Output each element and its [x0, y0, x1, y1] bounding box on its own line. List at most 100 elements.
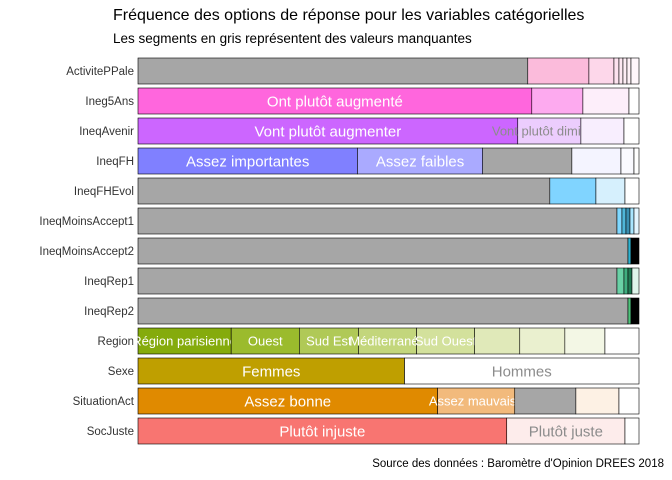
chart-title: Fréquence des options de réponse pour le…	[113, 7, 585, 24]
bar-segment	[626, 57, 632, 85]
bar-segment	[616, 267, 625, 295]
bar-segment	[517, 117, 582, 145]
bar-segment	[137, 387, 438, 415]
bar-sexe: Femmes Hommes	[137, 357, 640, 385]
bar-segment	[625, 207, 631, 235]
bar-segment	[358, 327, 417, 355]
bar-segment-missing	[137, 237, 629, 265]
bar-segment	[622, 57, 628, 85]
bar-segment	[604, 327, 640, 355]
bar-segment	[416, 327, 475, 355]
bar-ineqmoinsaccept2	[137, 237, 640, 265]
y-tick-label: Ineg5Ans	[85, 96, 134, 108]
bar-segment	[633, 147, 640, 175]
chart-caption: Source des données : Baromètre d'Opinion…	[372, 458, 664, 470]
bar-segment	[531, 87, 584, 115]
y-tick-label: IneqFH	[96, 156, 134, 168]
bar-ineqrep2	[137, 297, 640, 325]
bar-segment	[474, 327, 521, 355]
segment-label: Assez bonne	[244, 393, 331, 410]
bar-activiteppale	[137, 57, 640, 85]
bar-segment	[519, 327, 566, 355]
bar-ineqfh: Assez importantes Assez faibles	[137, 147, 640, 175]
segment-label: Plutôt injuste	[279, 423, 365, 440]
bar-segment	[621, 207, 627, 235]
bar-segment	[580, 117, 625, 145]
bar-segment	[137, 357, 405, 385]
bar-segment	[137, 87, 533, 115]
bar-segment	[629, 207, 635, 235]
bar-segment-missing	[137, 177, 551, 205]
bar-segment	[571, 147, 622, 175]
bar-segment	[506, 417, 626, 445]
bar-segment	[620, 147, 635, 175]
bar-segment-missing	[137, 297, 629, 325]
y-tick-label: Sexe	[108, 366, 134, 378]
bar-segment	[630, 57, 640, 85]
bar-segment	[588, 57, 615, 85]
bar-segment	[575, 387, 620, 415]
segment-label: Assez mauvaise	[429, 394, 524, 409]
bar-segment	[549, 177, 597, 205]
bar-segment	[623, 117, 640, 145]
chart-subtitle: Les segments en gris représentent des va…	[113, 31, 472, 46]
y-tick-label: Region	[98, 336, 134, 348]
bar-segment-missing	[137, 267, 618, 295]
segment-label: Sud Est	[306, 334, 352, 349]
y-tick-label: IneqRep2	[84, 306, 134, 318]
bar-segment	[527, 57, 590, 85]
segment-label: Ont plutôt augmenté	[267, 93, 403, 110]
segment-label: Femmes	[242, 363, 300, 380]
bar-region: Région parisienne Ouest Sud EstMéditerrané…	[132, 327, 640, 355]
y-tick-label: IneqAvenir	[79, 126, 134, 138]
bar-segment	[357, 147, 483, 175]
y-tick-label: SituationAct	[73, 396, 135, 408]
bar-segment	[137, 417, 508, 445]
segment-label: Vont plutôt diminuer	[492, 124, 608, 139]
bar-situationact: Assez bonne Assez mauvaise	[137, 387, 640, 415]
bar-ineqfhevol	[137, 177, 640, 205]
bar-segment-missing	[137, 57, 529, 85]
bar-segment	[627, 237, 632, 265]
bar-ineqavenir: Vont plutôt augmenter Vont plutôt diminue…	[137, 117, 640, 145]
y-tick-label: SocJuste	[87, 426, 134, 438]
bar-segment-missing	[482, 147, 573, 175]
bar-segment	[630, 297, 640, 325]
bar-segment	[618, 387, 640, 415]
bar-segment	[613, 57, 620, 85]
segment-label: Hommes	[492, 363, 552, 380]
bar-ineg5ans: Ont plutôt augmenté	[137, 87, 640, 115]
y-tick-label: IneqMoinsAccept1	[39, 216, 134, 228]
bar-segment	[137, 327, 232, 355]
bar-segment	[628, 87, 640, 115]
y-tick-label: IneqMoinsAccept2	[39, 246, 134, 258]
bar-segment-missing	[514, 387, 577, 415]
segment-label: Sud Ouest	[415, 334, 477, 349]
bar-segment	[633, 207, 640, 235]
bar-segment	[624, 417, 640, 445]
segment-label: Méditerranée	[349, 334, 426, 349]
segment-label: Vont plutôt augmenter	[254, 123, 401, 140]
bar-segment-missing	[137, 207, 618, 235]
bar-segment	[582, 87, 630, 115]
bar-segment	[437, 387, 516, 415]
bar-ineqmoinsaccept1	[137, 207, 640, 235]
y-tick-label: IneqFHEvol	[74, 186, 134, 198]
bar-segment	[595, 177, 626, 205]
bar-segment	[230, 327, 300, 355]
bar-segment	[564, 327, 606, 355]
bar-segment	[404, 357, 640, 385]
bar-segment	[627, 297, 632, 325]
bar-segment	[618, 57, 624, 85]
bar-segment	[630, 237, 640, 265]
y-tick-label: IneqRep1	[84, 276, 134, 288]
bar-segment	[137, 147, 358, 175]
y-tick-label: ActivitePPale	[66, 66, 134, 78]
bar-segment	[616, 207, 623, 235]
bar-segment	[631, 267, 640, 295]
segment-label: Ouest	[248, 334, 283, 349]
segment-label: Assez faibles	[376, 153, 464, 170]
bar-socjuste: Plutôt injuste Plutôt juste	[137, 417, 640, 445]
bar-ineqrep1	[137, 267, 640, 295]
